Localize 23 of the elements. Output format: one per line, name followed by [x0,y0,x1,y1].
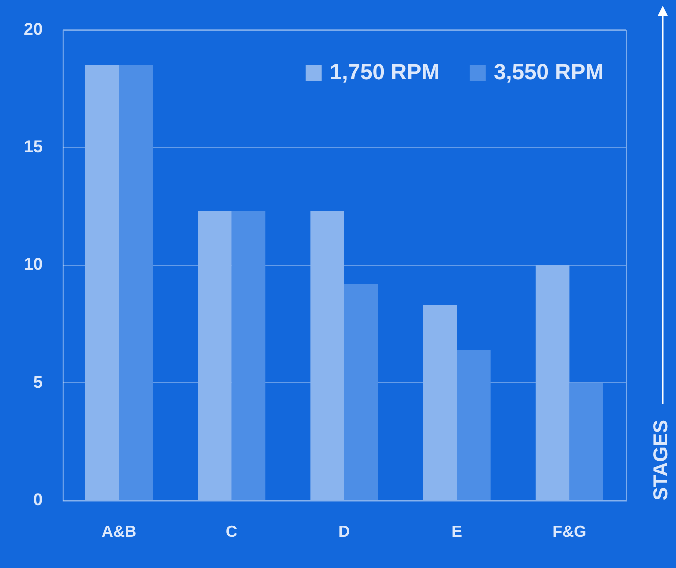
y-axis-title: STAGES [650,420,673,501]
bar [119,65,154,500]
bar [344,284,378,500]
bar [85,65,120,500]
bar [536,266,570,500]
x-tick-label: F&G [552,524,587,541]
bar [457,350,491,500]
x-tick-label: A&B [102,524,137,541]
y-tick-label: 20 [24,20,43,39]
x-tick-label: E [452,524,463,541]
x-tick-label: D [338,524,350,541]
bar [232,211,266,500]
y-tick-label: 15 [24,138,43,157]
bar [198,211,232,500]
y-tick-label: 10 [24,255,43,274]
legend-label: 1,750 RPM [330,59,440,84]
bar [310,211,344,500]
bar [423,306,458,500]
y-tick-label: 5 [33,372,43,392]
bar [570,383,604,500]
x-tick-label: C [226,524,238,541]
legend-label: 3,550 RPM [494,59,604,84]
y-tick-label: 0 [33,490,43,510]
